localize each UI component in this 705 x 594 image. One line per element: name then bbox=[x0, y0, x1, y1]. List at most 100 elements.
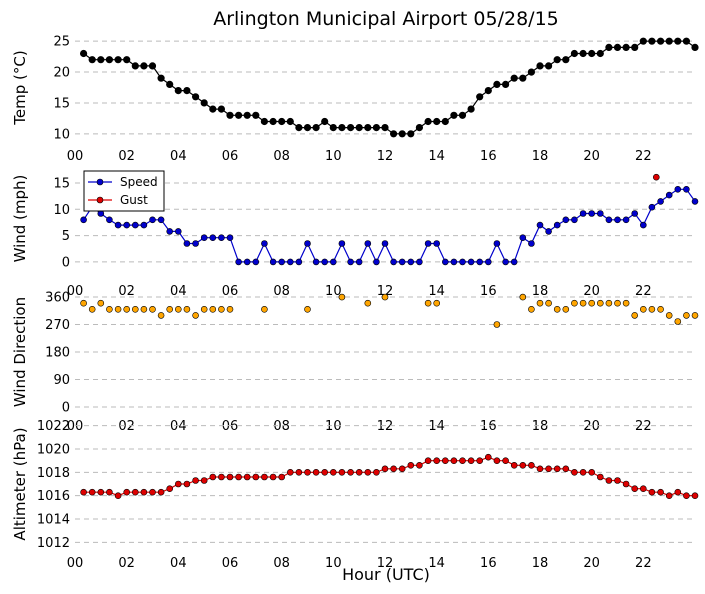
data-point bbox=[467, 105, 475, 113]
data-point bbox=[553, 56, 561, 64]
data-point bbox=[579, 49, 587, 58]
data-point bbox=[493, 80, 501, 88]
legend-swatch-marker bbox=[96, 178, 104, 186]
data-point bbox=[347, 123, 355, 132]
data-point bbox=[105, 56, 113, 64]
data-point bbox=[476, 258, 484, 266]
y-tick-label: 20 bbox=[53, 66, 70, 81]
data-point bbox=[123, 221, 130, 229]
data-point bbox=[605, 477, 613, 484]
data-point bbox=[553, 221, 561, 229]
data-point bbox=[114, 305, 122, 313]
data-point bbox=[656, 37, 665, 45]
data-point bbox=[235, 258, 242, 266]
data-point bbox=[614, 299, 621, 307]
data-point bbox=[536, 221, 544, 229]
data-point bbox=[441, 117, 449, 126]
data-point bbox=[416, 461, 423, 469]
data-point bbox=[502, 457, 509, 465]
x-tick-label: 10 bbox=[325, 419, 342, 434]
x-tick-label: 04 bbox=[170, 284, 187, 299]
y-tick-label: 270 bbox=[45, 318, 70, 333]
data-point bbox=[269, 473, 277, 481]
legend-swatch-marker bbox=[96, 196, 104, 204]
data-point bbox=[493, 457, 501, 465]
data-point bbox=[157, 488, 165, 496]
data-point bbox=[614, 216, 621, 224]
data-point bbox=[424, 299, 432, 307]
data-point bbox=[123, 56, 131, 64]
y-tick-label: 1012 bbox=[37, 536, 70, 551]
data-point bbox=[373, 468, 380, 476]
data-point bbox=[570, 49, 579, 58]
data-point bbox=[622, 43, 630, 52]
x-tick-label: 12 bbox=[377, 149, 394, 164]
data-point bbox=[312, 123, 320, 132]
data-point bbox=[433, 457, 441, 465]
data-point bbox=[355, 258, 363, 266]
data-point bbox=[364, 123, 372, 132]
data-point bbox=[80, 488, 87, 496]
x-tick-label: 12 bbox=[377, 284, 394, 299]
x-tick-label: 18 bbox=[532, 556, 549, 571]
data-point bbox=[605, 43, 613, 52]
x-tick-label: 08 bbox=[273, 419, 290, 434]
data-point bbox=[200, 99, 208, 107]
x-tick-label: 14 bbox=[428, 556, 445, 571]
data-point bbox=[243, 473, 251, 481]
data-point bbox=[648, 37, 656, 45]
data-point bbox=[192, 477, 199, 484]
data-point bbox=[648, 305, 656, 313]
data-point bbox=[226, 111, 234, 119]
data-point bbox=[174, 86, 182, 95]
data-point bbox=[175, 480, 182, 488]
data-point bbox=[390, 465, 397, 473]
data-point bbox=[648, 203, 656, 211]
data-point bbox=[665, 191, 673, 199]
data-point bbox=[338, 468, 346, 476]
data-point bbox=[321, 258, 329, 266]
data-point bbox=[545, 228, 552, 235]
data-point bbox=[304, 468, 311, 476]
legend-entry: Speed bbox=[120, 175, 158, 189]
x-tick-label: 16 bbox=[480, 419, 497, 434]
data-point bbox=[200, 477, 208, 484]
y-axis-label: Altimeter (hPa) bbox=[11, 427, 29, 540]
data-point bbox=[132, 488, 139, 496]
data-point bbox=[510, 74, 518, 82]
data-point bbox=[79, 49, 88, 58]
data-point bbox=[596, 299, 604, 307]
data-point bbox=[528, 461, 535, 469]
data-point bbox=[114, 492, 122, 500]
data-point bbox=[545, 299, 552, 307]
data-point bbox=[373, 258, 380, 266]
x-tick-label: 06 bbox=[222, 419, 239, 434]
x-tick-label: 14 bbox=[428, 419, 445, 434]
legend: Speed Gust bbox=[83, 170, 165, 212]
data-point bbox=[467, 457, 475, 465]
data-point bbox=[441, 258, 449, 266]
data-point bbox=[458, 111, 467, 119]
data-point bbox=[175, 305, 182, 313]
x-tick-label: 00 bbox=[67, 556, 84, 571]
data-point bbox=[217, 105, 225, 113]
y-tick-label: 360 bbox=[45, 291, 70, 306]
x-tick-label: 00 bbox=[67, 419, 84, 434]
data-point bbox=[80, 299, 87, 307]
data-point bbox=[140, 305, 148, 313]
data-point bbox=[493, 240, 501, 247]
y-tick-label: 1020 bbox=[37, 443, 70, 458]
x-tick-label: 14 bbox=[428, 284, 445, 299]
data-point bbox=[261, 305, 268, 313]
data-point bbox=[407, 130, 415, 138]
x-tick-label: 02 bbox=[118, 556, 135, 571]
data-point bbox=[519, 461, 527, 469]
data-point bbox=[338, 240, 346, 247]
data-point bbox=[140, 488, 148, 496]
data-point bbox=[622, 216, 630, 224]
data-point bbox=[209, 305, 217, 313]
data-point bbox=[347, 258, 354, 266]
data-point bbox=[295, 258, 303, 266]
data-point bbox=[433, 117, 441, 126]
